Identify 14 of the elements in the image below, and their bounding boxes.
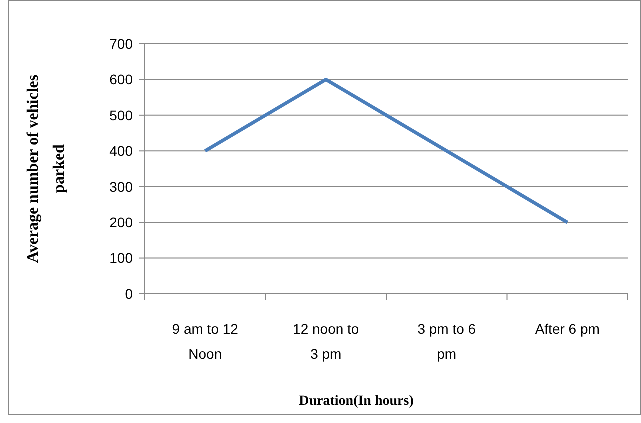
y-tick-label: 200 <box>110 214 134 230</box>
y-tick-label: 0 <box>125 286 134 302</box>
x-tick-label: After 6 pm <box>535 321 600 337</box>
y-tick-label: 600 <box>110 72 134 88</box>
x-tick-label: 9 am to 12 Noon <box>172 321 239 362</box>
y-axis-title: Average number of vehicles parked <box>25 74 68 264</box>
y-tick-label: 500 <box>110 107 134 124</box>
x-tick-label: 3 pm to 6 pm <box>418 321 476 362</box>
y-tick-label: 400 <box>110 143 134 160</box>
y-tick-label: 100 <box>110 250 134 266</box>
x-tick-label: 12 noon to 3 pm <box>293 321 360 362</box>
x-axis-title: Duration(In hours) <box>299 394 414 409</box>
y-tick-label: 300 <box>110 178 134 195</box>
y-tick-label: 700 <box>110 36 134 52</box>
